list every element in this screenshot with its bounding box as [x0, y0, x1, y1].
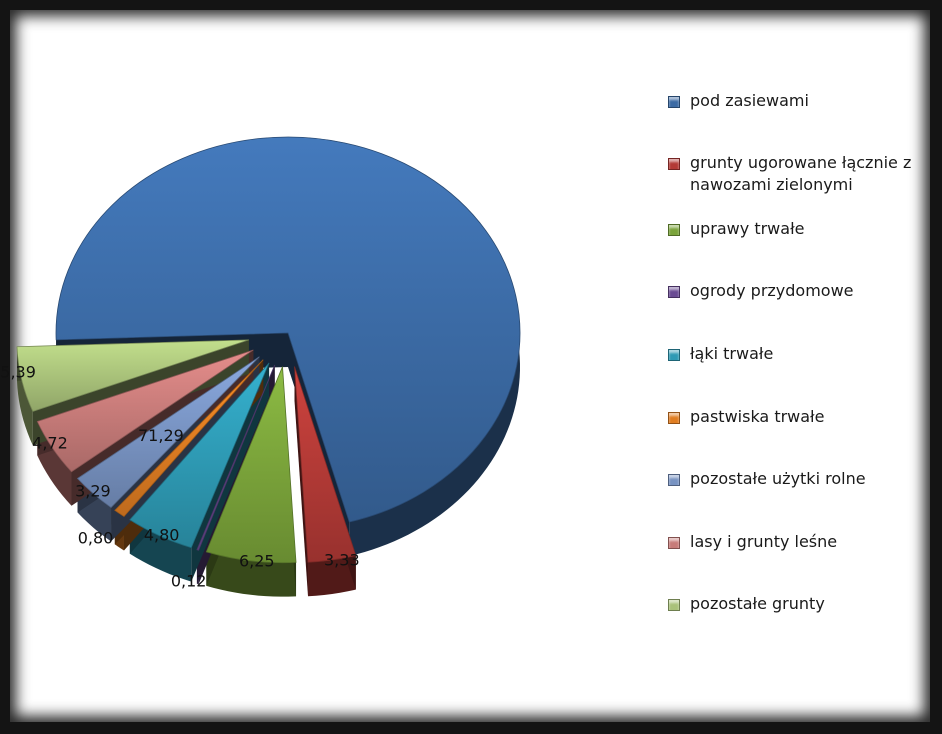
legend-item: pozostałe grunty — [668, 593, 930, 615]
legend-item: łąki trwałe — [668, 343, 930, 365]
legend-swatch-icon — [668, 224, 680, 236]
legend-item: pastwiska trwałe — [668, 406, 930, 428]
data-label: 0,12 — [171, 572, 207, 591]
data-label: 0,80 — [78, 528, 114, 547]
data-label: 4,72 — [32, 434, 68, 453]
pie-slice — [205, 366, 297, 564]
data-label: 3,33 — [324, 551, 360, 570]
legend-label: uprawy trwałe — [690, 219, 805, 238]
legend-swatch-icon — [668, 412, 680, 424]
legend-swatch-icon — [668, 158, 680, 170]
data-label: 4,80 — [144, 525, 180, 544]
data-label: 3,29 — [75, 482, 111, 501]
legend-item: pozostałe użytki rolne — [668, 468, 930, 490]
pie-slice — [129, 362, 270, 549]
legend-label: pastwiska trwałe — [690, 407, 825, 426]
pie-slice — [114, 359, 264, 517]
legend-label: pod zasiewami — [690, 91, 809, 110]
legend-item: lasy i grunty leśne — [668, 531, 930, 553]
legend-label: lasy i grunty leśne — [690, 532, 838, 551]
pie-slice — [294, 366, 357, 563]
data-label: 71,29 — [138, 426, 184, 445]
pie-slice — [196, 364, 276, 551]
pie-slice — [36, 349, 254, 473]
legend-swatch-icon — [668, 286, 680, 298]
legend-label: grunty ugorowane łącznie z nawozami ziel… — [690, 153, 912, 194]
legend-swatch-icon — [668, 96, 680, 108]
pie-slice — [16, 339, 249, 412]
data-label: 6,25 — [239, 552, 275, 571]
legend-item: ogrody przydomowe — [668, 280, 930, 302]
legend-item: grunty ugorowane łącznie z nawozami ziel… — [668, 152, 930, 196]
legend-swatch-icon — [668, 537, 680, 549]
legend-label: ogrody przydomowe — [690, 281, 854, 300]
pie-slice — [55, 136, 521, 523]
data-label: 5,39 — [0, 363, 36, 382]
pie-slice — [76, 356, 260, 508]
legend-swatch-icon — [668, 474, 680, 486]
legend-item: pod zasiewami — [668, 90, 930, 112]
legend-swatch-icon — [668, 349, 680, 361]
legend-label: pozostałe grunty — [690, 594, 825, 613]
legend-label: łąki trwałe — [690, 344, 774, 363]
legend-label: pozostałe użytki rolne — [690, 469, 866, 488]
legend-swatch-icon — [668, 599, 680, 611]
legend-item: uprawy trwałe — [668, 218, 930, 240]
